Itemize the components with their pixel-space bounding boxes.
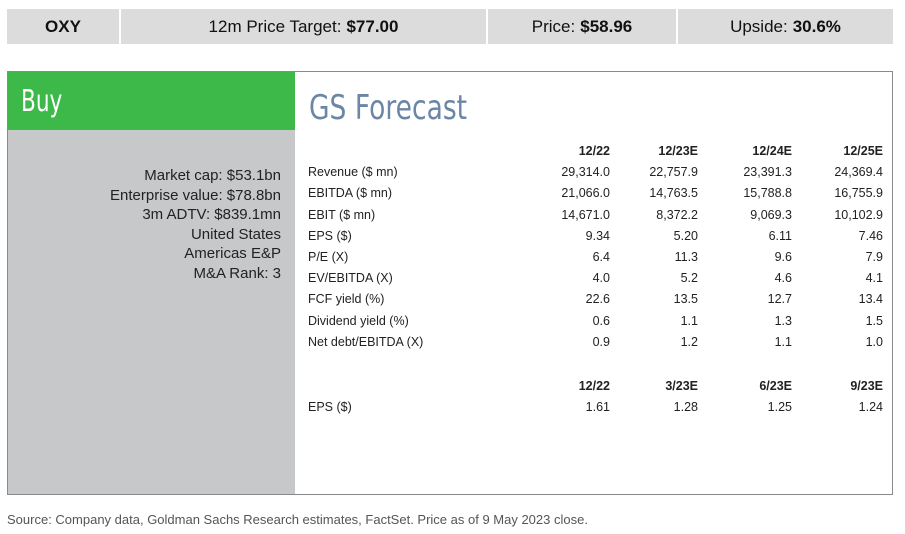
- column-header: 6/23E: [759, 379, 792, 393]
- ticker: OXY: [7, 9, 119, 44]
- cell: 1.2: [680, 334, 698, 349]
- row-label: EPS ($): [308, 400, 352, 415]
- cell: 9,069.3: [750, 207, 792, 222]
- cell: 4.1: [865, 271, 883, 286]
- row-label: P/E (X): [308, 249, 349, 264]
- cell: 22,757.9: [649, 165, 698, 180]
- cell: 14,763.5: [649, 186, 698, 201]
- rating-banner: Buy: [8, 72, 295, 130]
- cell: 14,671.0: [561, 207, 610, 222]
- column-header: 12/22: [578, 144, 610, 158]
- column-header: 12/22: [578, 379, 610, 393]
- cell: 0.9: [592, 334, 610, 349]
- cell: 13.5: [673, 292, 698, 307]
- country: United States: [190, 225, 281, 243]
- cell: 1.3: [774, 313, 792, 328]
- row-label: EBIT ($ mn): [308, 207, 376, 222]
- forecast-section: GS Forecast 12/22 12/23E 12/24E 12/25E R…: [295, 72, 892, 494]
- row-label: EBITDA ($ mn): [308, 186, 393, 201]
- row-label: Net debt/EBITDA (X): [308, 334, 424, 349]
- cell: 24,369.4: [834, 165, 883, 180]
- cell: 7.46: [858, 228, 883, 243]
- adtv: 3m ADTV: $839.1mn: [142, 206, 281, 224]
- cell: 29,314.0: [561, 165, 610, 180]
- cell: 1.5: [865, 313, 883, 328]
- cell: 5.2: [680, 271, 698, 286]
- column-header: 9/23E: [850, 379, 883, 393]
- sector: Americas E&P: [184, 245, 281, 263]
- cell: 1.28: [673, 400, 698, 415]
- rating-label: Buy: [21, 84, 63, 119]
- cell: 4.6: [774, 271, 792, 286]
- cell: 6.4: [592, 249, 610, 264]
- upside: Upside: 30.6%: [678, 9, 893, 44]
- cell: 5.20: [673, 228, 698, 243]
- cell: 13.4: [858, 292, 883, 307]
- company-meta: Market cap: $53.1bn Enterprise value: $7…: [110, 166, 281, 284]
- market-cap: Market cap: $53.1bn: [144, 167, 281, 184]
- company-info-panel: Buy Market cap: $53.1bn Enterprise value…: [8, 72, 295, 494]
- price: Price: $58.96: [488, 9, 676, 44]
- price-target-value: $77.00: [346, 16, 399, 36]
- column-header: 12/25E: [843, 144, 883, 158]
- cell: 11.3: [674, 249, 698, 264]
- cell: 23,391.3: [743, 165, 792, 180]
- column-header: 12/24E: [752, 144, 792, 158]
- column-header: 3/23E: [665, 379, 698, 393]
- cell: 10,102.9: [834, 207, 883, 222]
- price-target: 12m Price Target: $77.00: [121, 9, 486, 44]
- row-label: EV/EBITDA (X): [308, 271, 393, 286]
- cell: 0.6: [592, 313, 610, 328]
- research-panel: Buy Market cap: $53.1bn Enterprise value…: [7, 71, 893, 495]
- cell: 12.7: [767, 292, 792, 307]
- cell: 1.0: [865, 334, 883, 349]
- cell: 1.1: [774, 334, 792, 349]
- row-label: EPS ($): [308, 228, 352, 243]
- cell: 7.9: [865, 249, 883, 264]
- enterprise-value: Enterprise value: $78.8bn: [110, 186, 281, 204]
- cell: 1.25: [767, 400, 792, 415]
- cell: 15,788.8: [743, 186, 792, 201]
- cell: 9.6: [774, 249, 792, 264]
- row-label: Revenue ($ mn): [308, 165, 398, 180]
- forecast-title: GS Forecast: [309, 88, 468, 128]
- row-label: FCF yield (%): [308, 292, 385, 307]
- source-note: Source: Company data, Goldman Sachs Rese…: [7, 512, 588, 527]
- price-target-label: 12m Price Target:: [208, 16, 342, 36]
- cell: 1.1: [680, 313, 698, 328]
- upside-label: Upside:: [730, 16, 788, 36]
- cell: 16,755.9: [834, 186, 883, 201]
- ma-rank: M&A Rank: 3: [193, 264, 281, 282]
- column-header: 12/23E: [658, 144, 698, 158]
- cell: 21,066.0: [561, 186, 610, 201]
- upside-value: 30.6%: [792, 16, 841, 36]
- row-label: Dividend yield (%): [308, 313, 409, 328]
- cell: 9.34: [585, 228, 610, 243]
- cell: 1.61: [585, 400, 610, 415]
- cell: 4.0: [592, 271, 610, 286]
- cell: 1.24: [858, 400, 883, 415]
- header-bar: OXY 12m Price Target: $77.00 Price: $58.…: [7, 9, 893, 44]
- cell: 22.6: [585, 292, 610, 307]
- cell: 8,372.2: [656, 207, 698, 222]
- price-label: Price:: [531, 16, 576, 36]
- cell: 6.11: [768, 228, 792, 243]
- price-value: $58.96: [580, 16, 633, 36]
